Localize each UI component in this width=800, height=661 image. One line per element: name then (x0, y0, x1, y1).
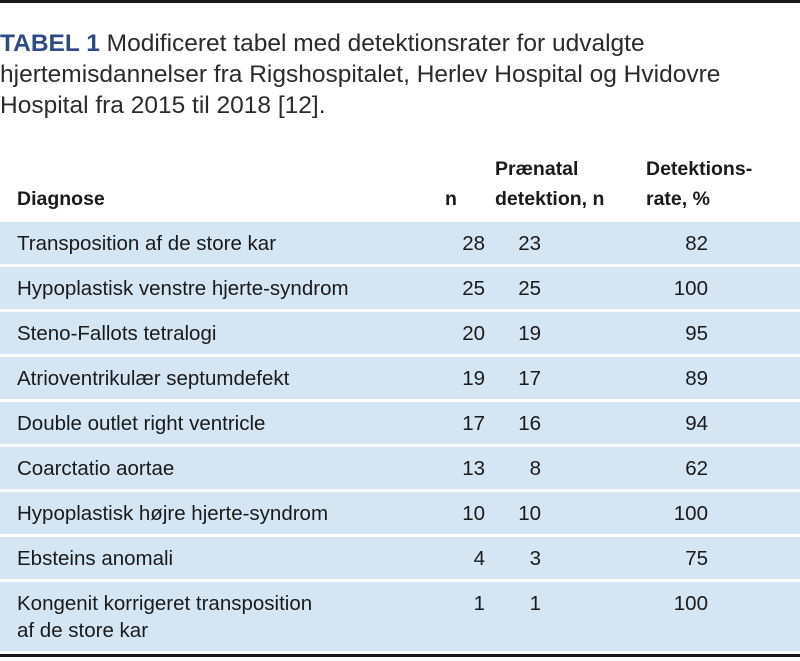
cell-rate-value: 100 (673, 277, 708, 300)
cell-rate: 100 (646, 492, 800, 537)
cell-prenatal: 8 (495, 447, 646, 492)
table-header: Diagnose n Prænatal detektion, n Detekti… (0, 154, 800, 222)
cell-prenatal-value: 16 (518, 412, 541, 435)
cell-prenatal: 3 (495, 537, 646, 582)
cell-prenatal: 19 (495, 312, 646, 357)
caption-text: Modificeret tabel med detektionsrater fo… (0, 30, 721, 119)
cell-rate: 100 (646, 267, 800, 312)
cell-n: 28 (426, 222, 495, 267)
header-prenatal-line2: detektion, n (495, 188, 605, 210)
bottom-rule (0, 654, 800, 657)
table-row: Coarctatio aortae 13 8 62 (0, 447, 800, 492)
cell-rate: 89 (646, 357, 800, 402)
table-row: Atrioventrikulær septumdefekt 19 17 89 (0, 357, 800, 402)
cell-prenatal-value: 1 (529, 592, 541, 615)
cell-prenatal-value: 8 (529, 457, 541, 480)
cell-rate-value: 100 (673, 592, 708, 615)
table-row: Transposition af de store kar 28 23 82 (0, 222, 800, 267)
cell-prenatal-value: 10 (518, 502, 541, 525)
cell-prenatal: 25 (495, 267, 646, 312)
cell-diagnosis: Kongenit korrigeret transposition af de … (0, 582, 426, 654)
cell-rate-value: 95 (685, 322, 708, 345)
cell-prenatal: 17 (495, 357, 646, 402)
cell-rate-value: 89 (685, 367, 708, 390)
cell-rate-value: 75 (685, 547, 708, 570)
header-diagnosis: Diagnose (17, 188, 105, 210)
cell-rate-value: 82 (685, 232, 708, 255)
cell-n: 17 (426, 402, 495, 447)
table-row: Kongenit korrigeret transposition af de … (0, 582, 800, 654)
cell-diagnosis: Transposition af de store kar (0, 222, 426, 267)
header-prenatal: Prænatal detektion, n (495, 154, 646, 222)
cell-rate-value: 94 (685, 412, 708, 435)
cell-diagnosis-line2: af de store kar (17, 619, 149, 642)
cell-rate: 95 (646, 312, 800, 357)
cell-diagnosis: Double outlet right ventricle (0, 402, 426, 447)
table-body: Transposition af de store kar 28 23 82 H… (0, 222, 800, 654)
cell-n: 25 (426, 267, 495, 312)
cell-prenatal: 10 (495, 492, 646, 537)
header-row: Diagnose n Prænatal detektion, n Detekti… (0, 154, 800, 222)
cell-diagnosis: Ebsteins anomali (0, 537, 426, 582)
cell-rate: 100 (646, 582, 800, 654)
cell-rate: 75 (646, 537, 800, 582)
cell-diagnosis: Steno-Fallots tetralogi (0, 312, 426, 357)
cell-n: 19 (426, 357, 495, 402)
cell-prenatal: 1 (495, 582, 646, 654)
header-n: n (445, 188, 457, 210)
cell-prenatal-value: 3 (529, 547, 541, 570)
cell-prenatal-value: 17 (518, 367, 541, 390)
table-row: Steno-Fallots tetralogi 20 19 95 (0, 312, 800, 357)
cell-prenatal-value: 19 (518, 322, 541, 345)
cell-n: 1 (426, 582, 495, 654)
caption-label: TABEL 1 (0, 30, 100, 57)
header-rate-line2: rate, % (646, 188, 710, 210)
cell-n: 13 (426, 447, 495, 492)
cell-rate-value: 62 (685, 457, 708, 480)
table-row: Ebsteins anomali 4 3 75 (0, 537, 800, 582)
table-row: Hypoplastisk højre hjerte-syndrom 10 10 … (0, 492, 800, 537)
cell-diagnosis: Coarctatio aortae (0, 447, 426, 492)
top-rule (0, 0, 800, 3)
table-row: Double outlet right ventricle 17 16 94 (0, 402, 800, 447)
cell-rate: 94 (646, 402, 800, 447)
cell-n: 20 (426, 312, 495, 357)
cell-diagnosis: Hypoplastisk højre hjerte-syndrom (0, 492, 426, 537)
header-rate-line1: Detektions- (646, 158, 753, 180)
cell-diagnosis: Atrioventrikulær septumdefekt (0, 357, 426, 402)
cell-rate: 62 (646, 447, 800, 492)
cell-rate-value: 100 (673, 502, 708, 525)
cell-prenatal-value: 25 (518, 277, 541, 300)
cell-n: 10 (426, 492, 495, 537)
cell-diagnosis: Hypoplastisk venstre hjerte-syndrom (0, 267, 426, 312)
table-row: Hypoplastisk venstre hjerte-syndrom 25 2… (0, 267, 800, 312)
cell-prenatal: 16 (495, 402, 646, 447)
cell-diagnosis-line1: Kongenit korrigeret transposition (17, 592, 313, 615)
cell-prenatal-value: 23 (518, 232, 541, 255)
cell-rate: 82 (646, 222, 800, 267)
detection-rate-table: Diagnose n Prænatal detektion, n Detekti… (0, 154, 800, 654)
header-prenatal-line1: Prænatal (495, 158, 579, 180)
cell-n: 4 (426, 537, 495, 582)
header-rate: Detektions- rate, % (646, 154, 800, 222)
table-caption: TABEL 1 Modificeret tabel med detektions… (0, 28, 790, 121)
cell-prenatal: 23 (495, 222, 646, 267)
